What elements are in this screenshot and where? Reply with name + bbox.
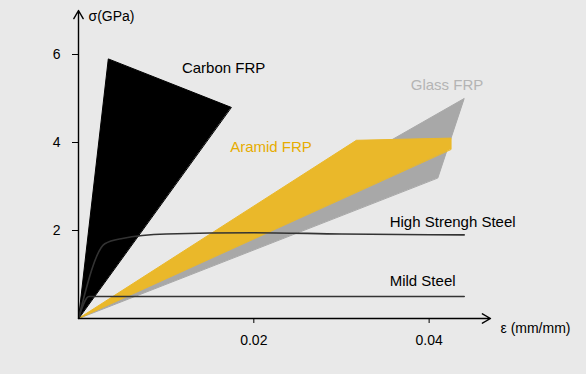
svg-text:4: 4	[53, 134, 61, 150]
svg-text:2: 2	[53, 222, 61, 238]
svg-text:Mild Steel: Mild Steel	[390, 272, 456, 289]
svg-text:0.04: 0.04	[416, 332, 443, 348]
svg-text:Glass FRP: Glass FRP	[411, 76, 484, 93]
svg-text:6: 6	[53, 46, 61, 62]
svg-text:Carbon FRP: Carbon FRP	[182, 58, 265, 75]
svg-text:σ(GPa): σ(GPa)	[89, 8, 135, 24]
svg-text:High Strengh Steel: High Strengh Steel	[390, 213, 516, 230]
svg-text:0.02: 0.02	[240, 332, 267, 348]
svg-text:ε (mm/mm): ε (mm/mm)	[501, 320, 571, 336]
svg-text:Aramid FRP: Aramid FRP	[230, 138, 312, 155]
